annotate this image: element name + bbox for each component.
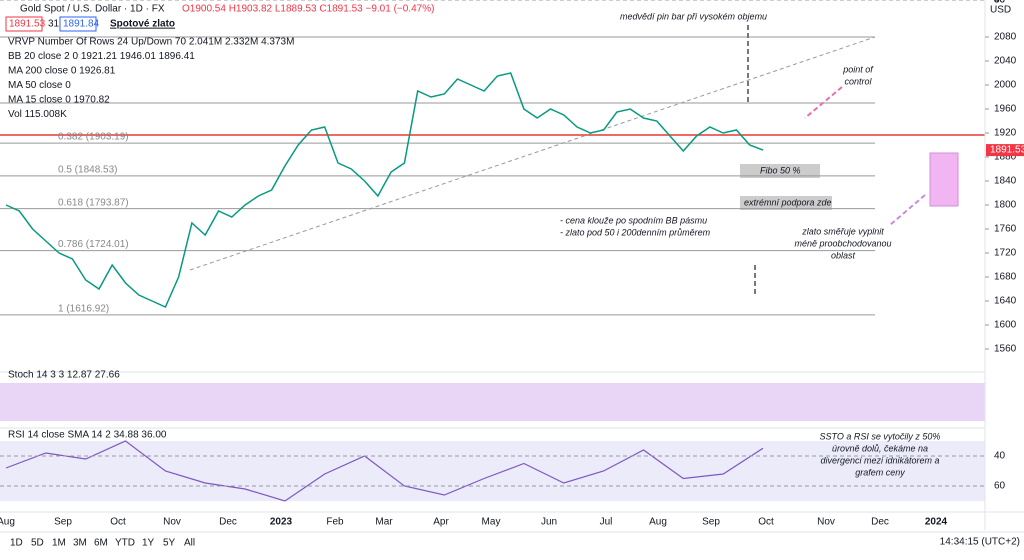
time-label: Jun (541, 517, 557, 528)
last-price-label: 1891.53 (990, 145, 1024, 156)
ask-box[interactable] (59, 16, 97, 32)
osc-tick-label: 0 (994, 0, 1000, 6)
ask[interactable]: 1891.84 (63, 19, 100, 30)
annotation: zlato směřuje vyplnit (801, 226, 884, 236)
indicator-label: VRVP Number Of Rows 24 Up/Down 70 2.041M… (8, 37, 294, 48)
spread: 31 (48, 19, 60, 30)
fib-label: 0.382 (1903.19) (58, 132, 129, 143)
time-label: Sep (702, 517, 720, 528)
last-price-tag (986, 144, 1024, 157)
range-button[interactable]: 6M (94, 538, 108, 549)
time-label: Apr (433, 517, 449, 528)
price-tick-label: 1800 (994, 200, 1017, 211)
price-tick-label: 1920 (994, 128, 1017, 139)
arrow (804, 86, 843, 119)
annotation: divergenci mezi idnikátorem a (820, 455, 939, 465)
annotation: - cena klouže po spodním BB pásmu (560, 215, 707, 225)
fibo-box (740, 164, 820, 178)
price-tick-label: 2000 (994, 80, 1017, 91)
time-label: Nov (163, 517, 181, 528)
trend-line (189, 36, 876, 271)
osc-tick-label: 60 (994, 481, 1006, 492)
price-tick-label: 1600 (994, 320, 1017, 331)
price-tick-label: 1640 (994, 296, 1017, 307)
time-label: Dec (871, 517, 889, 528)
range-button[interactable]: 1D (10, 538, 23, 549)
range-button[interactable]: YTD (115, 538, 135, 549)
fib-label: 1 (1616.92) (58, 303, 109, 314)
annotation: méně proobchodovanou (794, 238, 891, 248)
rsi-title: RSI 14 close SMA 14 2 34.88 36.00 (8, 430, 167, 441)
time-label: Nov (817, 517, 835, 528)
time-label: 2024 (925, 517, 948, 528)
annotation: Fibo 50 % (760, 165, 801, 175)
osc-tick-label: 40 (994, 451, 1006, 462)
osc-tick-label: 80 (994, 0, 1006, 6)
rsi-line (5, 440, 764, 502)
annotation: medvědí pin bar při vysokém objemu (620, 11, 767, 21)
price-tick-label: 2040 (994, 56, 1017, 67)
note: Spotové zlato (110, 19, 175, 30)
time-label: Dec (219, 517, 237, 528)
range-button[interactable]: 1M (52, 538, 66, 549)
bid[interactable]: 1891.53 (9, 19, 46, 30)
bid-box[interactable] (5, 16, 43, 32)
currency: USD (990, 5, 1011, 16)
price-tick-label: 1720 (994, 248, 1017, 259)
time-label: Mar (375, 517, 393, 528)
stoch-band (0, 383, 985, 421)
fib-label: 0.786 (1724.01) (58, 239, 129, 250)
price-tick-label: 2080 (994, 32, 1017, 43)
fib-label: 0.5 (1848.53) (58, 165, 118, 176)
time-label: Aug (649, 517, 667, 528)
indicator-label: Vol 115.008K (8, 109, 67, 120)
fib-label: 0.618 (1793.87) (58, 197, 129, 208)
clock: 14:34:15 (UTC+2) (940, 537, 1020, 548)
price-tick-label: 1560 (994, 344, 1017, 355)
price-tick-label: 1960 (994, 104, 1017, 115)
indicator-label: MA 50 close 0 (8, 80, 71, 91)
symbol: Gold Spot / U.S. Dollar · 1D · FX (20, 4, 165, 15)
osc-tick-label: 40 (994, 0, 1006, 6)
annotation: SSTO a RSI se vytočily z 50% (820, 431, 941, 441)
time-label: Oct (110, 517, 126, 528)
rsi-band (0, 441, 985, 501)
price-tick-label: 1760 (994, 224, 1017, 235)
support-box (740, 196, 832, 210)
price-tick-label: 1680 (994, 272, 1017, 283)
annotation: - zlato pod 50 i 200denním průměrem (560, 227, 711, 237)
time-label: 2023 (270, 517, 293, 528)
range-button[interactable]: 1Y (142, 538, 155, 549)
range-button[interactable]: 3M (73, 538, 87, 549)
ohlc: O1900.54 H1903.82 L1889.53 C1891.53 −9.0… (182, 4, 434, 15)
indicator-label: BB 20 close 2 0 1921.21 1946.01 1896.41 (8, 51, 195, 62)
price-tick-label: 1880 (994, 152, 1017, 163)
fill-zone (929, 152, 959, 207)
indicator-label: MA 200 close 0 1926.81 (8, 66, 116, 77)
price-line (5, 72, 764, 308)
time-label: Sep (54, 517, 72, 528)
stoch-title: Stoch 14 3 3 12.87 27.66 (8, 370, 120, 381)
time-label: Aug (0, 517, 15, 528)
range-button[interactable]: 5Y (163, 538, 176, 549)
price-tick-label: 1840 (994, 176, 1017, 187)
indicator-label: MA 15 close 0 1970.82 (8, 95, 110, 106)
time-label: Feb (326, 517, 344, 528)
range-button[interactable]: 5D (31, 538, 44, 549)
time-label: May (482, 517, 501, 528)
annotation: úrovně dolů, čekáme na (832, 443, 928, 453)
time-label: Jul (600, 517, 613, 528)
range-button[interactable]: All (184, 538, 195, 549)
annotation: extrémní podpora zde (744, 197, 832, 207)
annotation: oblast (831, 250, 856, 260)
time-label: Oct (758, 517, 774, 528)
annotation: grafem ceny (855, 467, 905, 477)
annotation: control (844, 76, 872, 86)
annotation: point of (842, 64, 874, 74)
